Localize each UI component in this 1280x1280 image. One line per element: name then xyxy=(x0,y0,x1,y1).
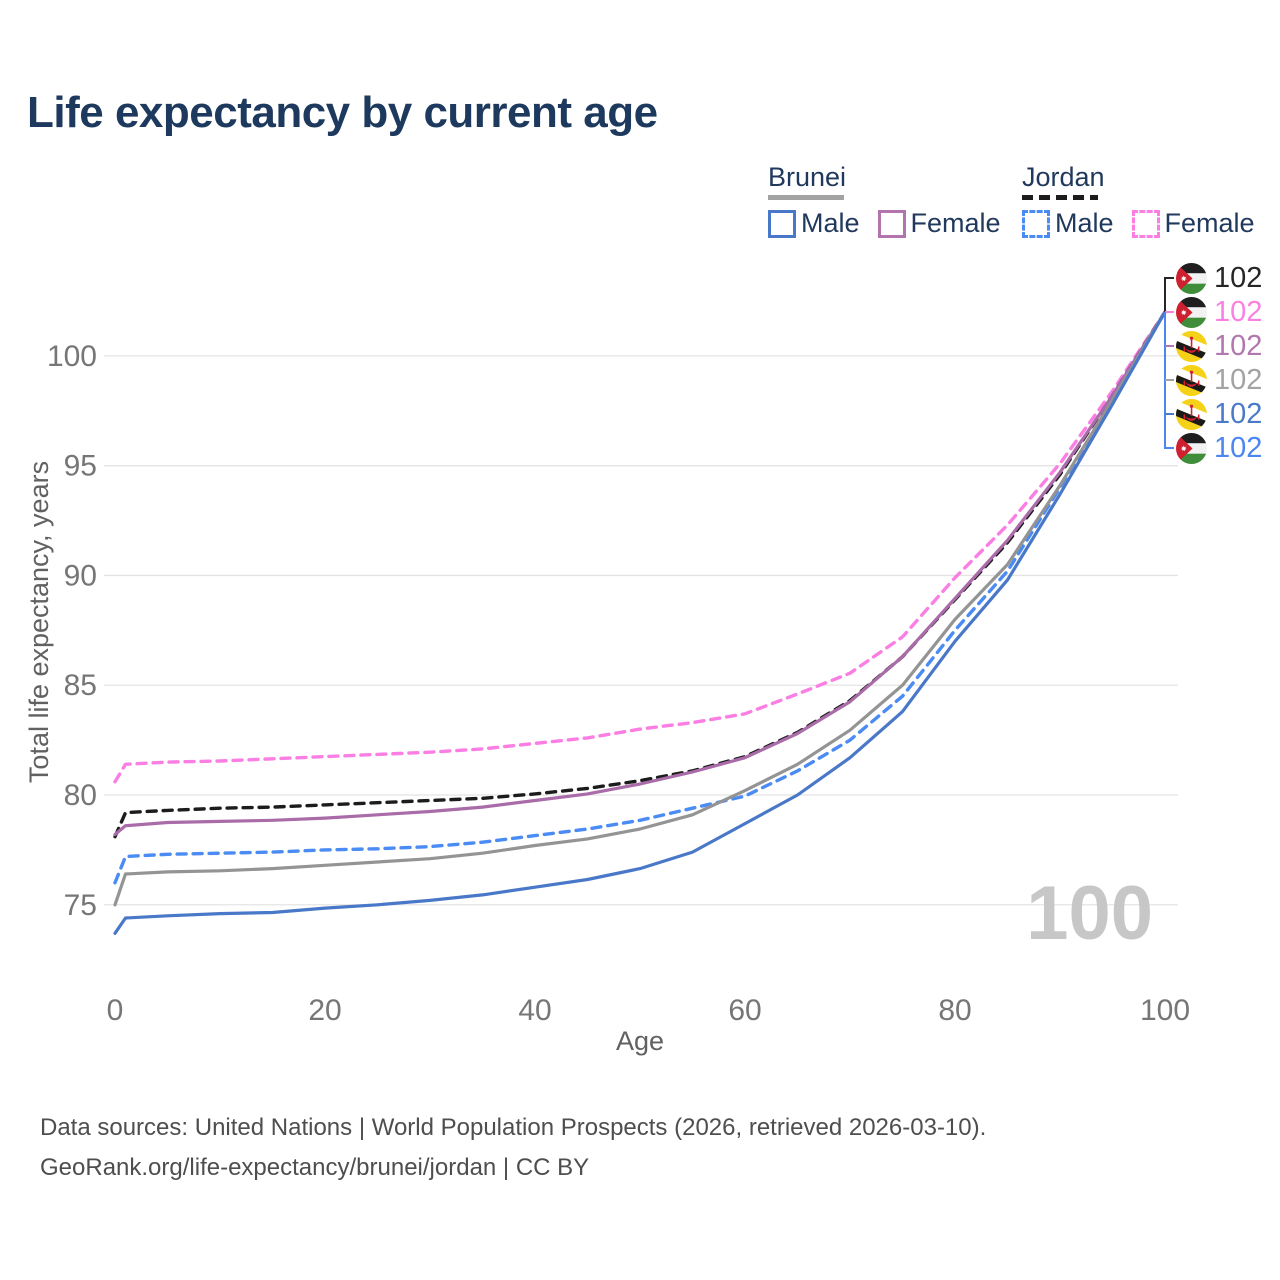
series-line xyxy=(113,310,1167,784)
legend-item-brunei-female[interactable]: Female xyxy=(877,208,1001,239)
y-tick-label: 90 xyxy=(64,559,97,592)
legend-country-brunei[interactable]: Brunei xyxy=(768,162,847,192)
x-tick-label: 20 xyxy=(308,994,341,1027)
jordan-male-swatch-icon xyxy=(1022,209,1050,238)
end-label-row: 102 xyxy=(1176,296,1262,328)
end-label-value: 102 xyxy=(1214,398,1263,430)
end-label-row: 102 xyxy=(1176,364,1262,396)
legend-item-jordan-female[interactable]: Female xyxy=(1131,208,1255,239)
end-label-value: 102 xyxy=(1214,296,1263,328)
series-line xyxy=(113,310,1167,837)
brunei-female-swatch-icon xyxy=(877,209,906,238)
y-tick-label: 100 xyxy=(47,340,97,373)
y-tick-label: 85 xyxy=(64,669,97,702)
legend-item-jordan-male[interactable]: Male xyxy=(1022,208,1114,239)
legend-group-jordan: Jordan Male Female xyxy=(1022,162,1273,239)
jordan-flag-icon xyxy=(1176,296,1207,328)
x-tick-label: 80 xyxy=(938,994,971,1027)
x-tick-label: 100 xyxy=(1140,994,1190,1027)
legend-item-label: Female xyxy=(910,208,1001,238)
jordan-flag-icon xyxy=(1176,262,1207,294)
end-label-row: 102 xyxy=(1176,330,1262,362)
series-line xyxy=(113,310,1167,935)
legend-item-label: Male xyxy=(801,208,860,238)
leader-line xyxy=(1164,277,1174,312)
end-label-value: 102 xyxy=(1214,364,1263,396)
brunei-line-swatch-icon xyxy=(768,195,844,200)
end-label-value: 102 xyxy=(1214,432,1263,464)
y-tick-label: 95 xyxy=(64,450,97,483)
footer: Data sources: United Nations | World Pop… xyxy=(40,1108,986,1188)
x-tick-label: 40 xyxy=(518,994,551,1027)
legend-item-label: Female xyxy=(1164,208,1255,238)
brunei-flag-icon xyxy=(1176,398,1207,430)
source-url-text[interactable]: GeoRank.org/life-expectancy/brunei/jorda… xyxy=(40,1154,590,1181)
brunei-male-swatch-icon xyxy=(768,209,796,238)
page-title: Life expectancy by current age xyxy=(27,88,658,137)
end-label-value: 102 xyxy=(1214,330,1263,362)
y-axis-title: Total life expectancy, years xyxy=(24,461,54,783)
end-label-value: 102 xyxy=(1214,262,1263,294)
jordan-flag-icon xyxy=(1176,432,1207,464)
x-axis-title: Age xyxy=(616,1026,664,1056)
legend-country-jordan[interactable]: Jordan xyxy=(1022,162,1105,192)
end-label-row: 102 xyxy=(1176,432,1262,464)
end-label-row: 102 xyxy=(1176,262,1262,294)
legend-item-brunei-male[interactable]: Male xyxy=(768,208,860,239)
brunei-flag-icon xyxy=(1176,330,1207,362)
x-tick-label: 60 xyxy=(728,994,761,1027)
leader-line xyxy=(1164,312,1174,449)
data-sources-text: Data sources: United Nations | World Pop… xyxy=(40,1114,987,1141)
legend-item-label: Male xyxy=(1055,208,1114,238)
y-tick-label: 80 xyxy=(64,779,97,812)
y-tick-label: 75 xyxy=(64,889,97,922)
brunei-flag-icon xyxy=(1176,364,1207,396)
legend-group-brunei: Brunei Male Female xyxy=(768,162,1019,239)
jordan-line-swatch-icon xyxy=(1022,195,1098,200)
end-label-row: 102 xyxy=(1176,398,1262,430)
watermark-age: 100 xyxy=(1026,871,1153,956)
series-line xyxy=(113,310,1167,907)
jordan-female-swatch-icon xyxy=(1131,209,1160,238)
series-line xyxy=(113,310,1167,885)
x-tick-label: 0 xyxy=(107,994,124,1027)
